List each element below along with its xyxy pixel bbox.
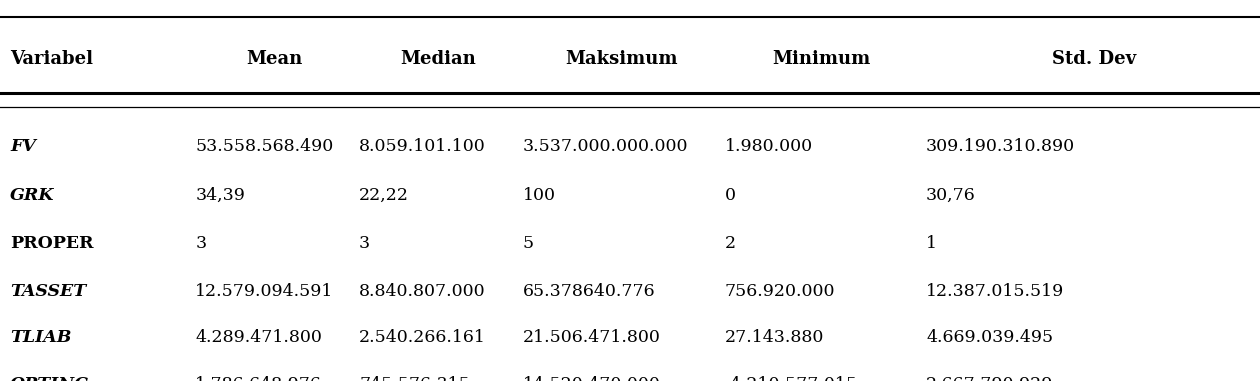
Text: 27.143.880: 27.143.880 <box>724 329 824 346</box>
Text: Mean: Mean <box>247 50 302 68</box>
Text: TLIAB: TLIAB <box>10 329 72 346</box>
Text: 100: 100 <box>523 187 556 203</box>
Text: 5: 5 <box>523 235 534 251</box>
Text: 4.669.039.495: 4.669.039.495 <box>926 329 1053 346</box>
Text: 3: 3 <box>195 235 207 251</box>
Text: -4.210.577.015: -4.210.577.015 <box>724 376 858 381</box>
Text: Variabel: Variabel <box>10 50 93 68</box>
Text: 21.506.471.800: 21.506.471.800 <box>523 329 660 346</box>
Text: Std. Dev: Std. Dev <box>1052 50 1135 68</box>
Text: 12.387.015.519: 12.387.015.519 <box>926 283 1065 300</box>
Text: Median: Median <box>401 50 476 68</box>
Text: 309.190.310.890: 309.190.310.890 <box>926 138 1075 155</box>
Text: OPTINC: OPTINC <box>10 376 89 381</box>
Text: 14.520.470.000: 14.520.470.000 <box>523 376 660 381</box>
Text: 2.667.790.929: 2.667.790.929 <box>926 376 1053 381</box>
Text: 745.576.315: 745.576.315 <box>359 376 470 381</box>
Text: TASSET: TASSET <box>10 283 86 300</box>
Text: 12.579.094.591: 12.579.094.591 <box>195 283 334 300</box>
Text: 0: 0 <box>724 187 736 203</box>
Text: Minimum: Minimum <box>772 50 871 68</box>
Text: 22,22: 22,22 <box>359 187 410 203</box>
Text: 65.378640.776: 65.378640.776 <box>523 283 655 300</box>
Text: 1.980.000: 1.980.000 <box>724 138 813 155</box>
Text: 756.920.000: 756.920.000 <box>724 283 835 300</box>
Text: 53.558.568.490: 53.558.568.490 <box>195 138 334 155</box>
Text: FV: FV <box>10 138 37 155</box>
Text: Maksimum: Maksimum <box>564 50 678 68</box>
Text: 2: 2 <box>724 235 736 251</box>
Text: 4.289.471.800: 4.289.471.800 <box>195 329 323 346</box>
Text: 34,39: 34,39 <box>195 187 246 203</box>
Text: 3.537.000.000.000: 3.537.000.000.000 <box>523 138 688 155</box>
Text: 8.840.807.000: 8.840.807.000 <box>359 283 485 300</box>
Text: 3: 3 <box>359 235 370 251</box>
Text: 2.540.266.161: 2.540.266.161 <box>359 329 486 346</box>
Text: PROPER: PROPER <box>10 235 93 251</box>
Text: 8.059.101.100: 8.059.101.100 <box>359 138 486 155</box>
Text: 1.786.648.976: 1.786.648.976 <box>195 376 323 381</box>
Text: 30,76: 30,76 <box>926 187 975 203</box>
Text: 1: 1 <box>926 235 937 251</box>
Text: GRK: GRK <box>10 187 54 203</box>
